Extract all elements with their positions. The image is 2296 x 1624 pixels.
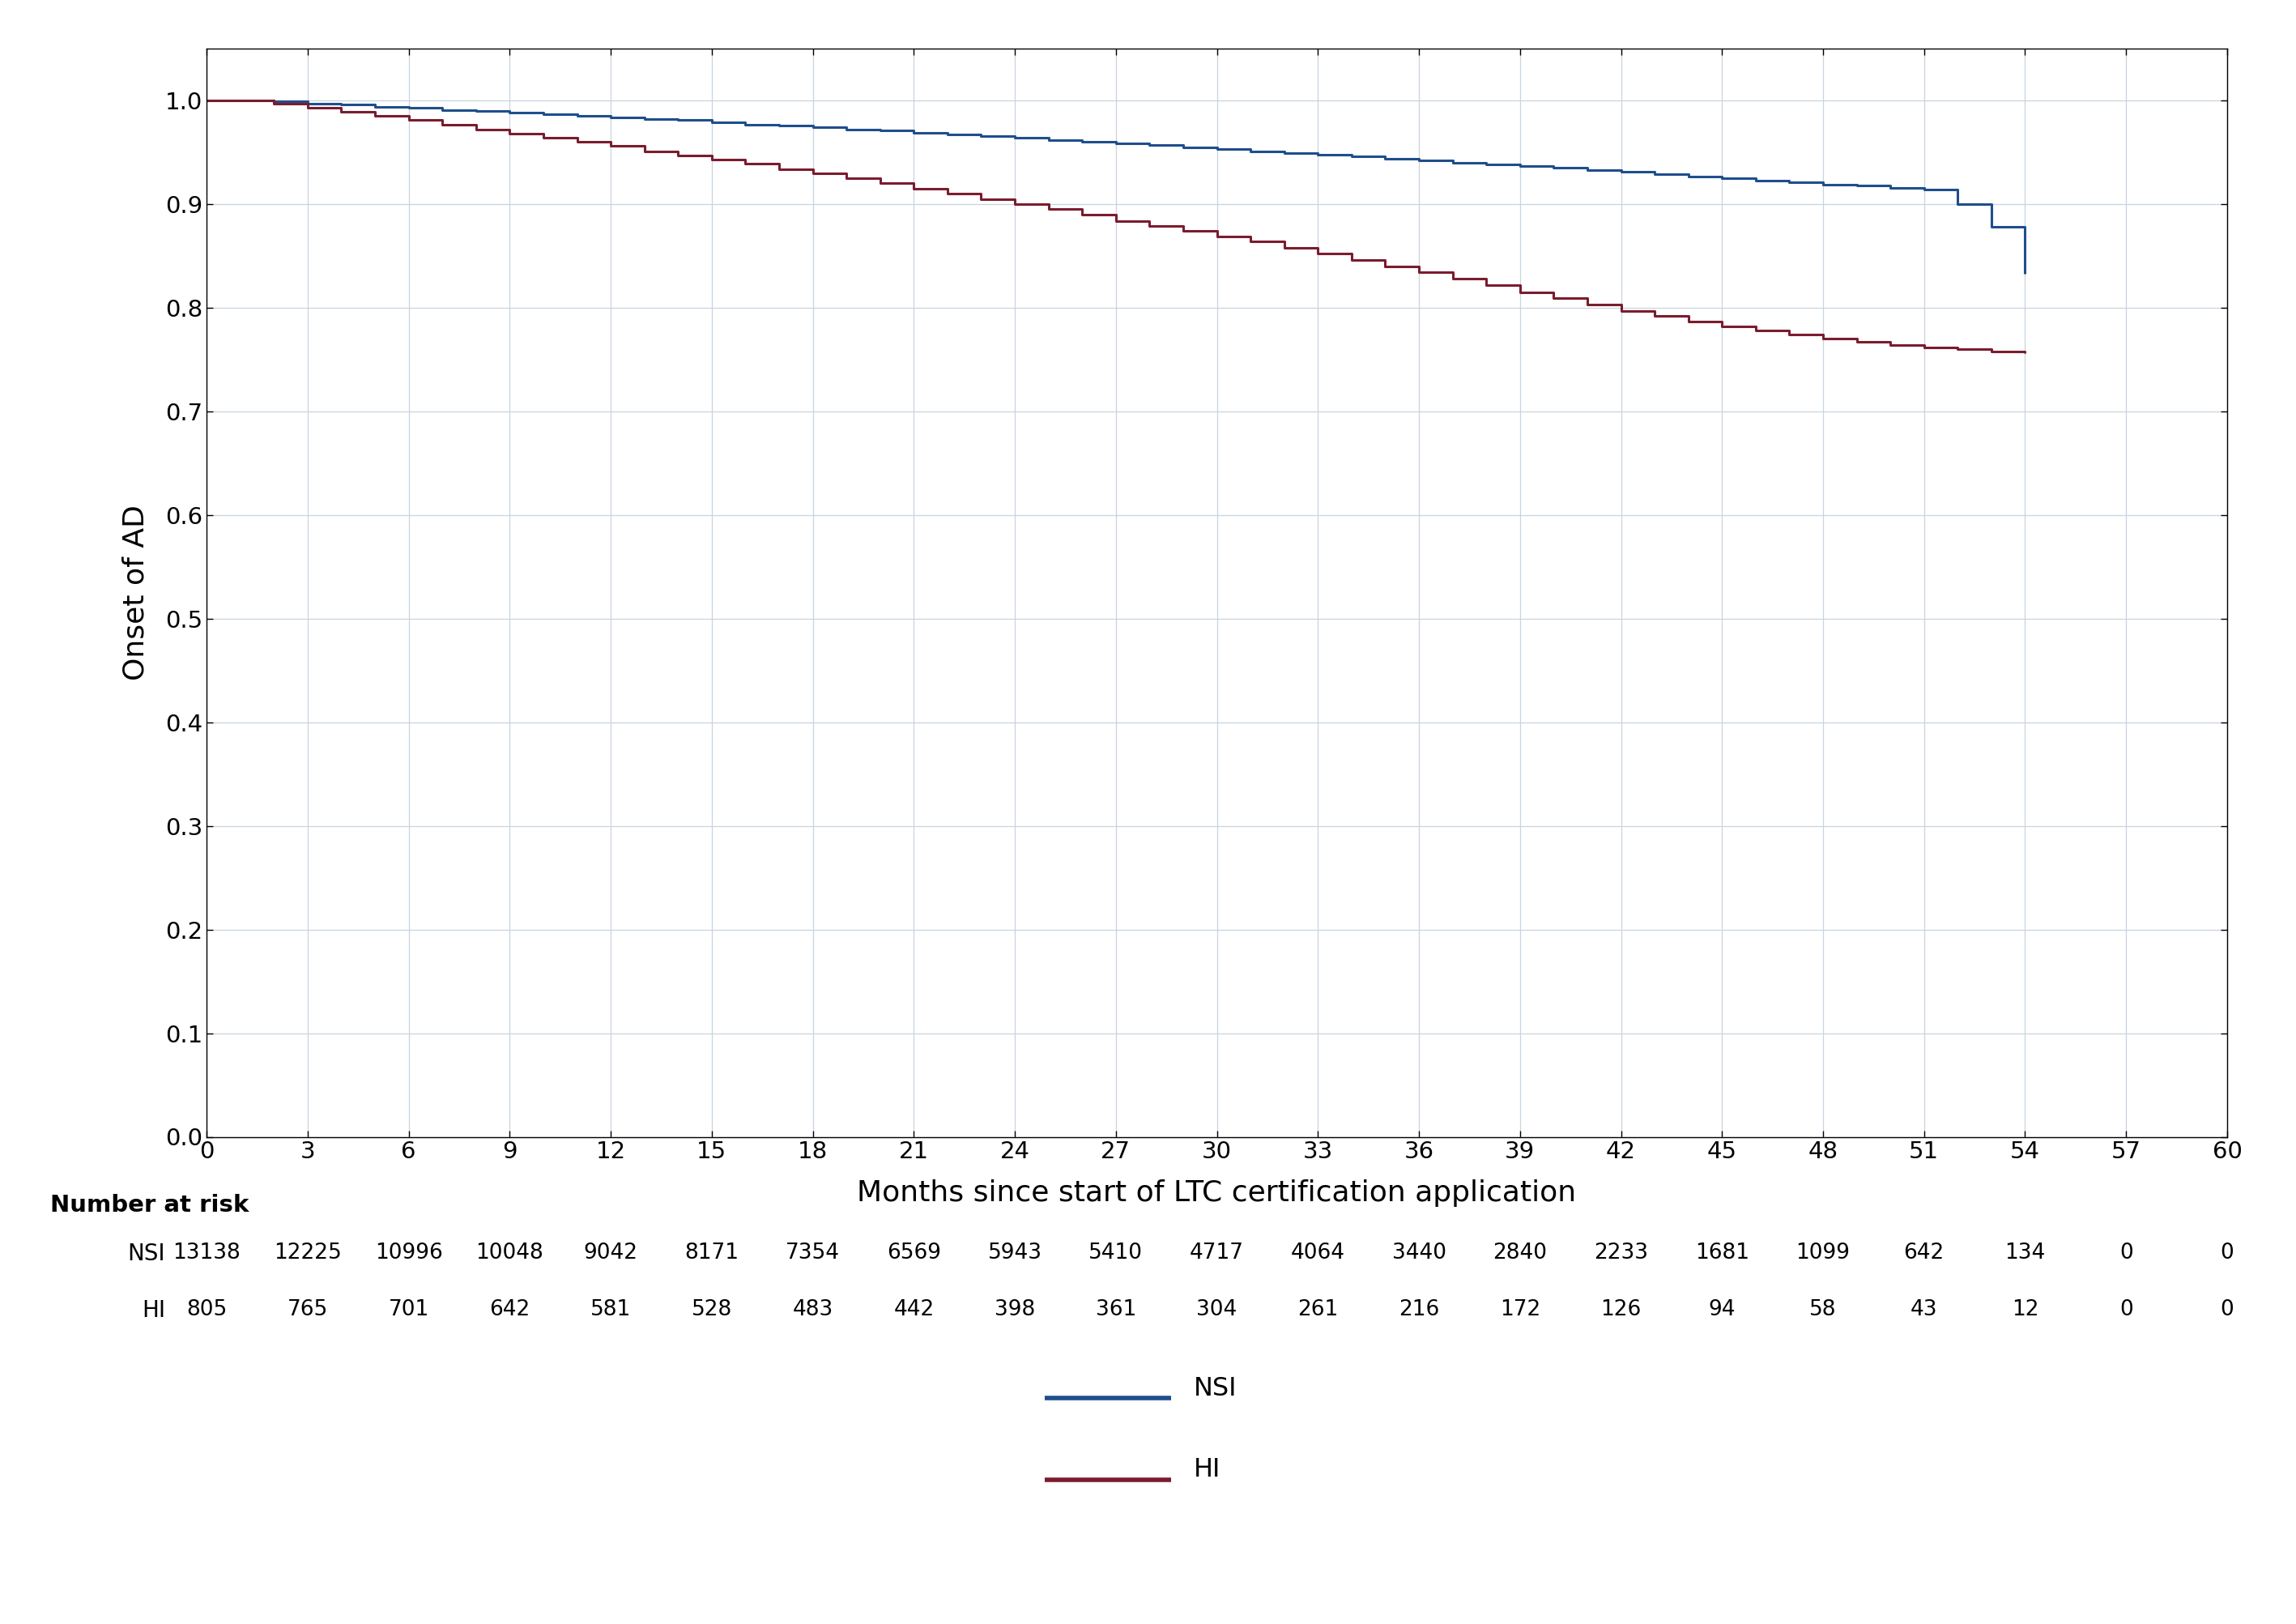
Text: 261: 261 bbox=[1297, 1299, 1339, 1320]
Text: 1681: 1681 bbox=[1694, 1242, 1750, 1263]
Text: 805: 805 bbox=[186, 1299, 227, 1320]
Text: 528: 528 bbox=[691, 1299, 732, 1320]
Text: 94: 94 bbox=[1708, 1299, 1736, 1320]
Y-axis label: Onset of AD: Onset of AD bbox=[122, 505, 149, 680]
X-axis label: Months since start of LTC certification application: Months since start of LTC certification … bbox=[856, 1179, 1577, 1207]
Text: 483: 483 bbox=[792, 1299, 833, 1320]
Text: 6569: 6569 bbox=[886, 1242, 941, 1263]
Text: 398: 398 bbox=[994, 1299, 1035, 1320]
Text: HI: HI bbox=[1194, 1457, 1221, 1483]
Text: 581: 581 bbox=[590, 1299, 631, 1320]
Text: 10996: 10996 bbox=[374, 1242, 443, 1263]
Text: 642: 642 bbox=[489, 1299, 530, 1320]
Text: 5410: 5410 bbox=[1088, 1242, 1143, 1263]
Text: 126: 126 bbox=[1600, 1299, 1642, 1320]
Text: 12225: 12225 bbox=[273, 1242, 342, 1263]
Text: 2840: 2840 bbox=[1492, 1242, 1548, 1263]
Text: 4064: 4064 bbox=[1290, 1242, 1345, 1263]
Text: 361: 361 bbox=[1095, 1299, 1137, 1320]
Text: Number at risk: Number at risk bbox=[51, 1194, 250, 1216]
Text: 1099: 1099 bbox=[1795, 1242, 1851, 1263]
Text: 3440: 3440 bbox=[1391, 1242, 1446, 1263]
Text: 134: 134 bbox=[2004, 1242, 2046, 1263]
Text: 304: 304 bbox=[1196, 1299, 1238, 1320]
Text: 5943: 5943 bbox=[987, 1242, 1042, 1263]
Text: 12: 12 bbox=[2011, 1299, 2039, 1320]
Text: 172: 172 bbox=[1499, 1299, 1541, 1320]
Text: 0: 0 bbox=[2119, 1242, 2133, 1263]
Text: HI: HI bbox=[142, 1299, 165, 1322]
Text: NSI: NSI bbox=[1194, 1376, 1238, 1402]
Text: 765: 765 bbox=[287, 1299, 328, 1320]
Text: 701: 701 bbox=[388, 1299, 429, 1320]
Text: 642: 642 bbox=[1903, 1242, 1945, 1263]
Text: 0: 0 bbox=[2119, 1299, 2133, 1320]
Text: 10048: 10048 bbox=[475, 1242, 544, 1263]
Text: 442: 442 bbox=[893, 1299, 934, 1320]
Text: NSI: NSI bbox=[129, 1242, 165, 1265]
Text: 13138: 13138 bbox=[172, 1242, 241, 1263]
Text: 4717: 4717 bbox=[1189, 1242, 1244, 1263]
Text: 7354: 7354 bbox=[785, 1242, 840, 1263]
Text: 8171: 8171 bbox=[684, 1242, 739, 1263]
Text: 2233: 2233 bbox=[1593, 1242, 1649, 1263]
Text: 58: 58 bbox=[1809, 1299, 1837, 1320]
Text: 0: 0 bbox=[2220, 1242, 2234, 1263]
Text: 0: 0 bbox=[2220, 1299, 2234, 1320]
Text: 216: 216 bbox=[1398, 1299, 1440, 1320]
Text: 43: 43 bbox=[1910, 1299, 1938, 1320]
Text: 9042: 9042 bbox=[583, 1242, 638, 1263]
